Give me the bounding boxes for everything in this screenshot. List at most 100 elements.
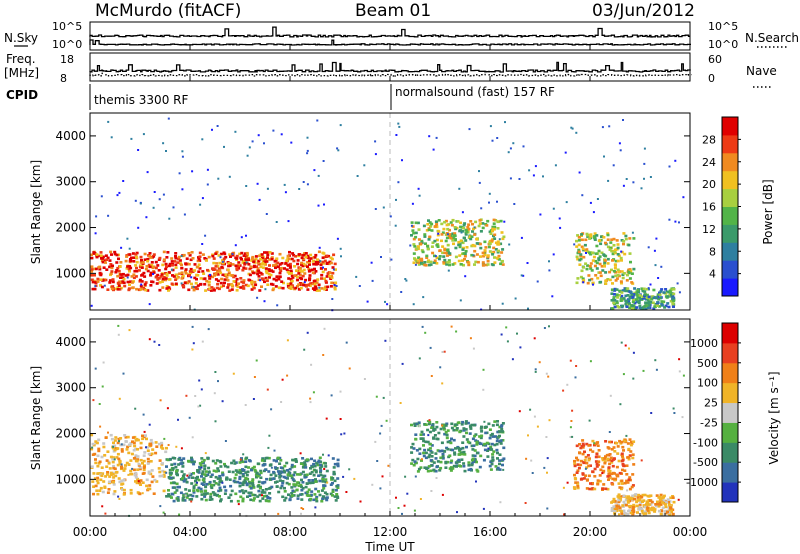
power-echo-cell <box>611 252 615 256</box>
power-echo-cell <box>185 257 189 260</box>
velocity-echo-cell <box>457 453 461 456</box>
power-echo-cell <box>652 288 656 292</box>
power-scatter-cell <box>145 216 148 219</box>
power-echo-cell <box>579 253 583 256</box>
power-scatter-cell <box>398 125 401 128</box>
velocity-echo-cell <box>667 501 670 504</box>
velocity-scatter-cell <box>323 468 326 470</box>
velocity-echo-cell <box>300 498 304 501</box>
velocity-echo-cell <box>259 476 263 479</box>
velocity-echo-cell <box>654 503 658 506</box>
power-echo-cell <box>174 273 178 277</box>
velocity-echo-cell <box>144 434 147 437</box>
power-scatter-cell <box>284 191 287 194</box>
power-echo-cell <box>451 219 455 222</box>
velocity-echo-cell <box>197 478 201 482</box>
power-scatter-cell <box>603 155 605 158</box>
power-echo-cell <box>616 243 620 246</box>
velocity-echo-cell <box>630 511 634 514</box>
power-echo-cell <box>631 307 635 310</box>
velocity-echo-cell <box>440 441 444 445</box>
power-echo-cell <box>207 281 211 284</box>
velocity-echo-cell <box>200 493 204 496</box>
power-echo-cell <box>616 274 620 277</box>
velocity-echo-cell <box>181 499 185 502</box>
velocity-scatter-cell <box>313 468 316 471</box>
power-echo-cell <box>119 276 122 279</box>
power-echo-cell <box>201 253 205 256</box>
power-echo-cell <box>427 228 431 232</box>
velocity-echo-cell <box>312 473 316 477</box>
power-echo-cell <box>315 281 319 284</box>
velocity-echo-cell <box>585 466 589 469</box>
velocity-echo-cell <box>229 493 233 497</box>
velocity-echo-cell <box>436 449 440 452</box>
power-colorbar-swatch <box>722 117 738 136</box>
power-echo-cell <box>251 285 255 288</box>
velocity-colorbar-swatch <box>722 342 738 364</box>
velocity-echo-cell <box>173 491 177 494</box>
power-echo-cell <box>114 270 118 274</box>
velocity-echo-cell <box>647 503 651 506</box>
power-echo-cell <box>241 260 245 264</box>
power-echo-cell <box>256 272 260 276</box>
velocity-echo-cell <box>473 434 477 438</box>
velocity-echo-cell <box>585 442 589 446</box>
power-echo-cell <box>454 255 458 259</box>
power-echo-cell <box>422 224 426 228</box>
power-echo-cell <box>250 282 254 286</box>
power-scatter-cell <box>437 232 440 235</box>
power-echo-cell <box>183 281 187 285</box>
power-echo-cell <box>412 231 416 235</box>
velocity-scatter-cell <box>678 370 681 373</box>
power-scatter-cell <box>152 273 155 275</box>
power-scatter-cell <box>335 285 338 287</box>
velocity-echo-cell <box>132 448 136 452</box>
velocity-echo-cell <box>661 506 665 510</box>
power-echo-cell <box>671 302 675 305</box>
power-echo-cell <box>99 284 103 287</box>
velocity-echo-cell <box>434 469 438 473</box>
velocity-echo-cell <box>417 467 421 471</box>
power-scatter-cell <box>337 149 340 152</box>
velocity-echo-cell <box>595 452 599 456</box>
power-echo-cell <box>315 289 319 292</box>
velocity-echo-cell <box>229 484 233 488</box>
velocity-echo-cell <box>608 462 612 466</box>
velocity-echo-cell <box>618 506 622 510</box>
velocity-echo-cell <box>107 488 111 491</box>
velocity-echo-cell <box>169 476 173 480</box>
velocity-echo-cell <box>267 456 271 460</box>
power-echo-cell <box>156 278 160 281</box>
velocity-echo-cell <box>191 494 195 498</box>
power-echo-cell <box>586 264 590 267</box>
power-echo-cell <box>264 270 268 273</box>
velocity-scatter-cell <box>200 388 203 391</box>
velocity-scatter-cell <box>571 435 574 438</box>
power-echo-cell <box>451 232 455 235</box>
velocity-echo-cell <box>189 472 193 476</box>
velocity-echo-cell <box>410 451 414 454</box>
power-scatter-cell <box>632 181 635 184</box>
power-echo-cell <box>588 251 592 255</box>
power-echo-cell <box>172 275 176 278</box>
velocity-echo-cell <box>653 508 657 511</box>
power-scatter-cell <box>306 136 309 139</box>
power-echo-cell <box>467 227 471 231</box>
power-echo-cell <box>167 287 171 291</box>
power-echo-cell <box>659 296 662 300</box>
power-echo-cell <box>493 233 497 237</box>
velocity-echo-cell <box>176 485 180 489</box>
velocity-echo-cell <box>589 448 592 452</box>
velocity-echo-cell <box>625 464 629 467</box>
power-echo-cell <box>582 255 586 259</box>
velocity-scatter-cell <box>299 452 302 455</box>
power-echo-cell <box>441 245 445 248</box>
velocity-echo-cell <box>256 474 260 478</box>
velocity-echo-cell <box>211 491 215 494</box>
velocity-echo-cell <box>322 474 326 478</box>
velocity-scatter-cell <box>414 461 417 463</box>
velocity-echo-cell <box>217 489 221 493</box>
x-tick-label: 20:00 <box>573 525 608 539</box>
